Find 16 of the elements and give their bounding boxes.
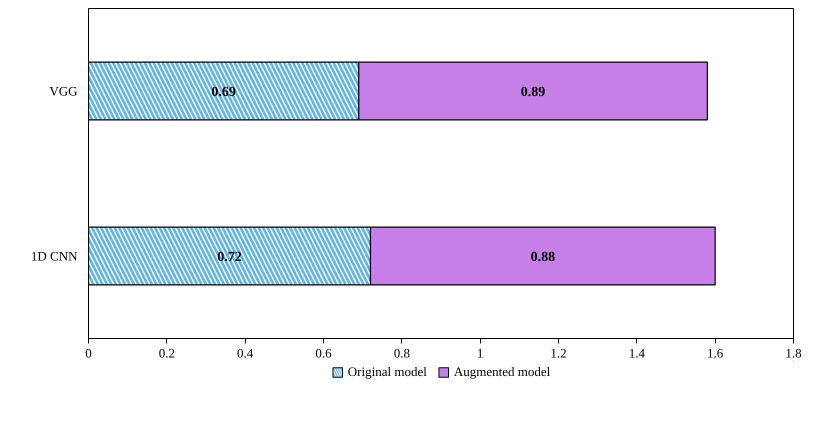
legend-label: Augmented model — [454, 364, 550, 380]
x-tick-label: 0.2 — [158, 346, 175, 360]
x-tick-label: 1.2 — [550, 346, 567, 360]
x-tick-label: 1.4 — [628, 346, 646, 360]
x-tick-label: 0.4 — [237, 346, 254, 360]
y-tick-label: VGG — [49, 84, 78, 98]
y-tick-label: 1D CNN — [30, 248, 78, 264]
legend-label: Original model — [348, 364, 427, 380]
x-tick-label: 0.6 — [315, 346, 332, 360]
x-tick-label: 1.8 — [785, 346, 802, 360]
x-tick-label: 0.8 — [394, 346, 410, 360]
x-tick-label: 1 — [476, 346, 484, 360]
data-label: 0.88 — [530, 250, 556, 265]
x-tick-label: 1.6 — [707, 346, 724, 360]
data-label: 0.89 — [520, 85, 546, 100]
x-tick-label: 0 — [85, 346, 92, 360]
